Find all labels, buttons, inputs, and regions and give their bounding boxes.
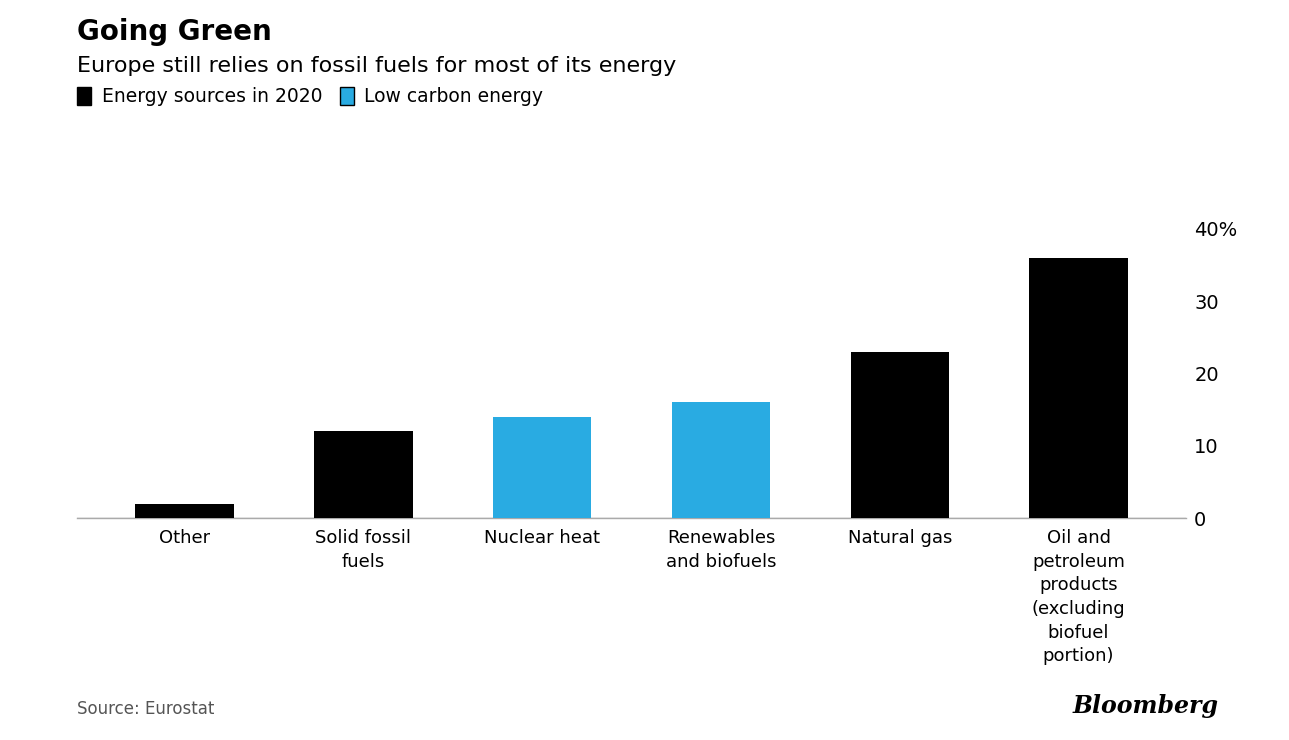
Text: Europe still relies on fossil fuels for most of its energy: Europe still relies on fossil fuels for … — [77, 56, 677, 75]
Bar — [494, 417, 592, 518]
Text: Source: Eurostat: Source: Eurostat — [77, 700, 215, 718]
Bar — [315, 431, 412, 518]
Bar — [135, 503, 233, 518]
Bar — [672, 403, 771, 518]
Bar — [851, 352, 949, 518]
Text: Energy sources in 2020: Energy sources in 2020 — [102, 87, 322, 106]
Text: Bloomberg: Bloomberg — [1072, 694, 1218, 718]
Bar — [1030, 258, 1128, 518]
Text: Going Green: Going Green — [77, 18, 272, 47]
Text: Low carbon energy: Low carbon energy — [365, 87, 543, 106]
